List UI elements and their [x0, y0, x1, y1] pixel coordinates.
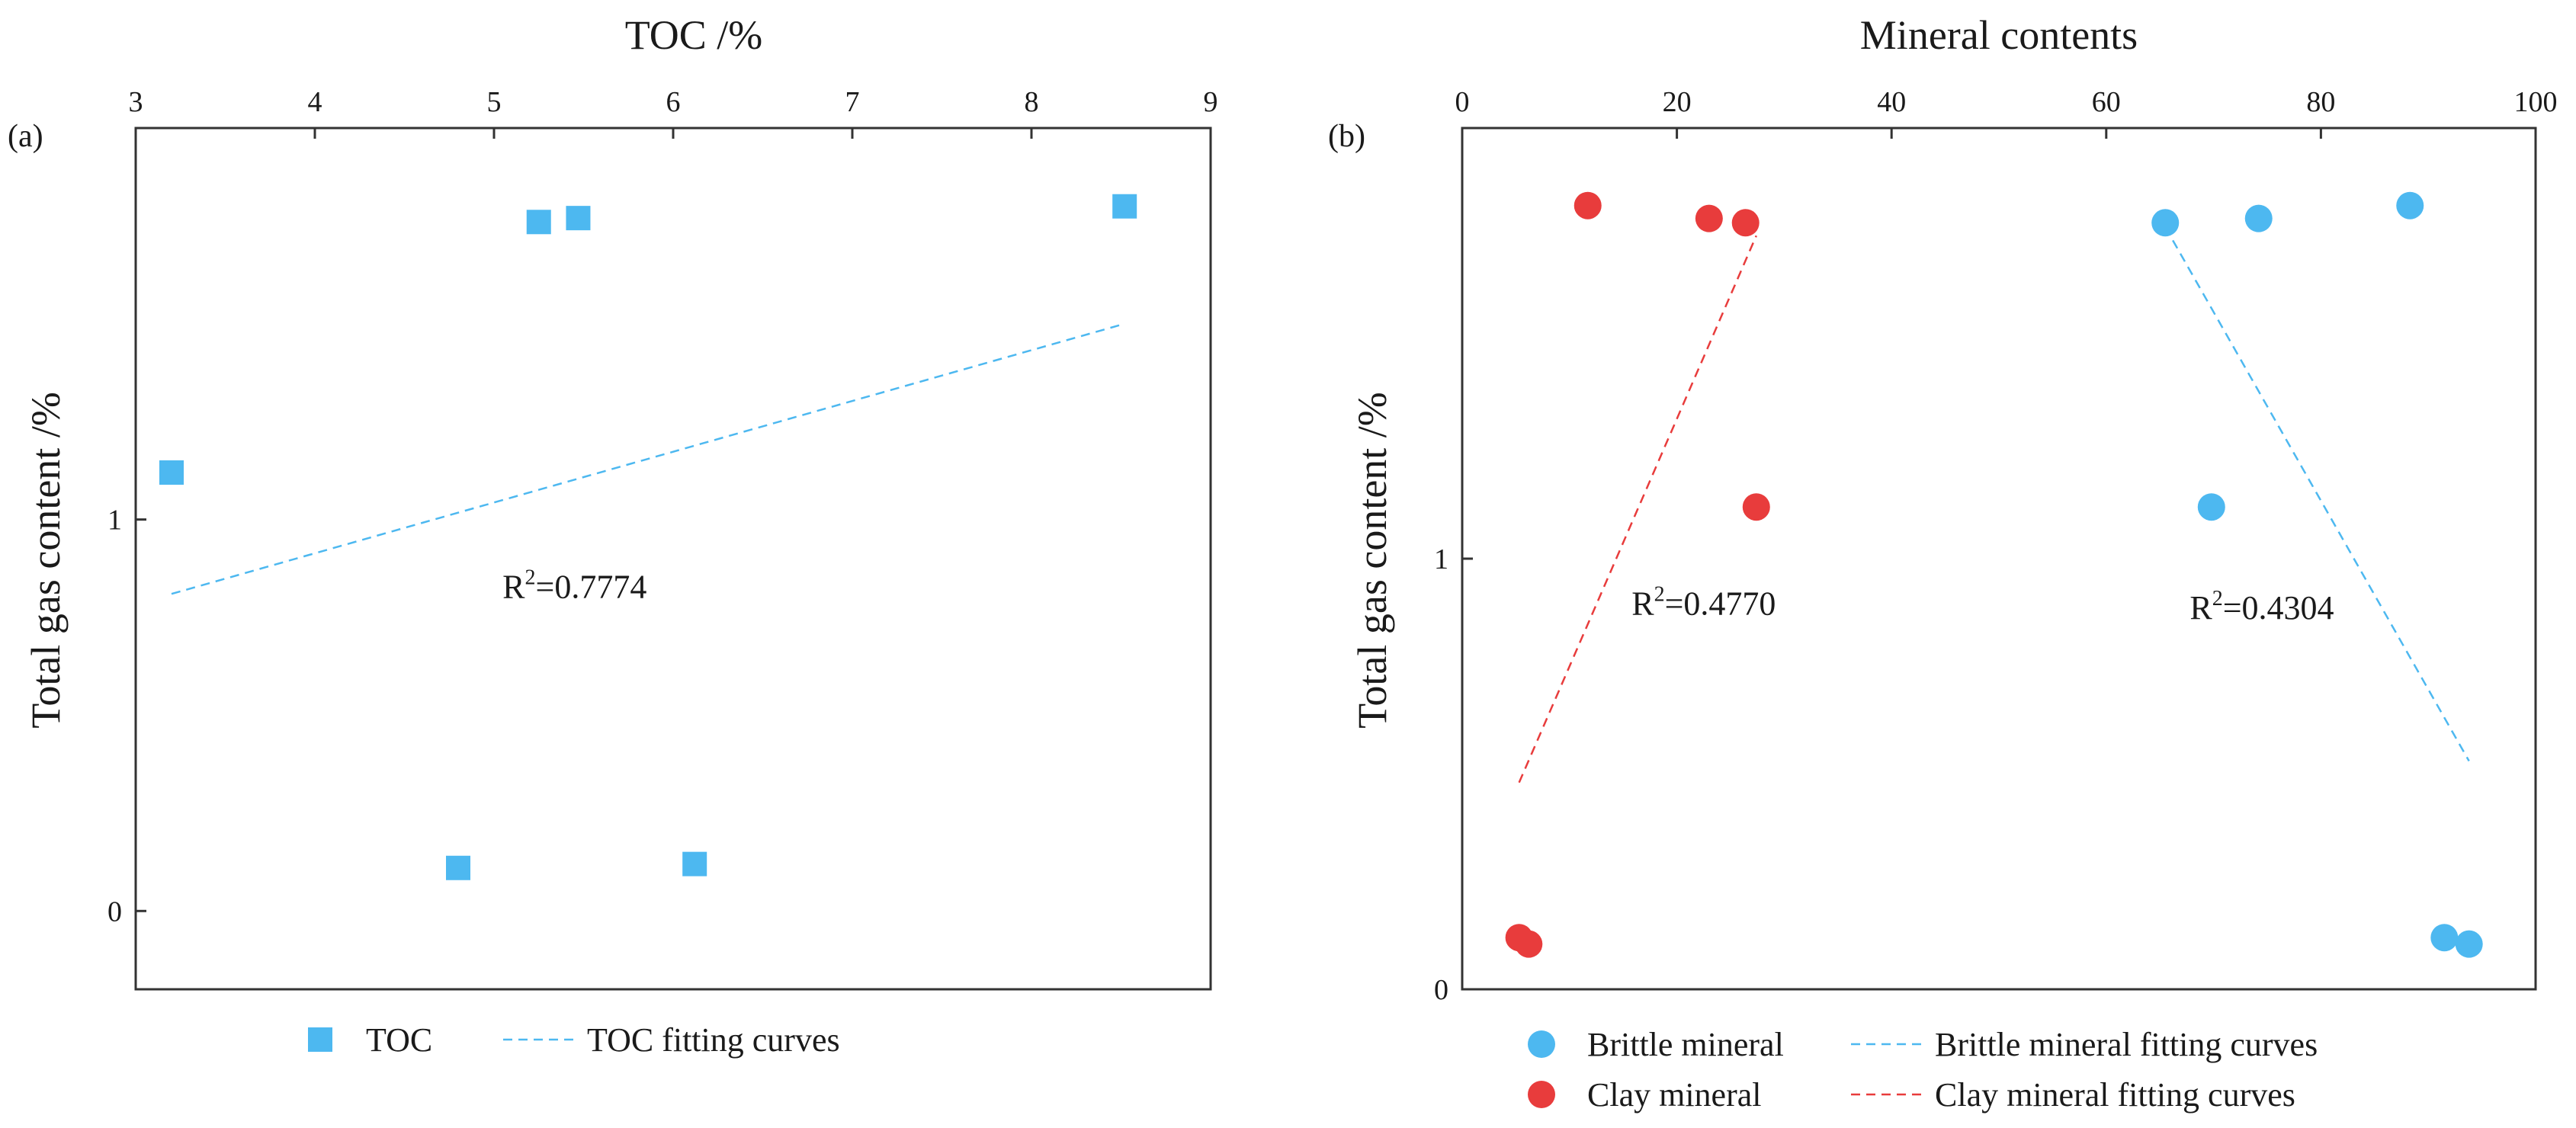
data-point-circle	[1731, 209, 1760, 237]
legend-label: TOC	[366, 1021, 432, 1059]
x-tick-label: 0	[1455, 86, 1470, 118]
r-value: =0.4770	[1665, 585, 1776, 622]
data-point-circle	[2455, 930, 2483, 958]
x-tick-label: 80	[2306, 86, 2335, 118]
panel-a-toc-chart: 3 4 5 6 7 8 9 0 1 TOC /% (a) Total gas content /% R2…	[8, 12, 1218, 1059]
r-value: =0.4304	[2223, 589, 2334, 626]
x-tick-label: 6	[666, 86, 681, 118]
r-squared-annotation: R2=0.4304	[2189, 587, 2334, 626]
r-squared-annotation: R2=0.7774	[502, 566, 646, 605]
x-tick-label: 3	[129, 86, 143, 118]
legend-swatch-circle	[1528, 1081, 1555, 1108]
fit-line	[1518, 235, 1757, 784]
r-superscript: 2	[2212, 587, 2223, 610]
data-point-circle	[1695, 204, 1723, 232]
data-point-circle	[2396, 191, 2424, 220]
data-point-square	[682, 851, 707, 876]
legend-swatch-square	[308, 1027, 332, 1052]
x-tick-label: 40	[1877, 86, 1906, 118]
r-letter: R	[2189, 589, 2212, 626]
panel-label: (a)	[8, 119, 43, 154]
data-point-square	[446, 855, 470, 880]
r-squared-annotation: R2=0.4770	[1631, 582, 1776, 622]
legend-label: Clay mineral fitting curves	[1935, 1076, 2295, 1114]
x-tick-label: 5	[487, 86, 502, 118]
x-axis-title: Mineral contents	[1860, 12, 2138, 58]
legend-label: TOC fitting curves	[587, 1021, 840, 1059]
r-superscript: 2	[1654, 582, 1665, 606]
fit-line	[2164, 226, 2470, 762]
y-axis-title: Total gas content /%	[23, 392, 69, 729]
r-value: =0.7774	[536, 568, 647, 605]
data-point-circle	[1742, 493, 1770, 521]
r-letter: R	[502, 568, 525, 605]
data-point-circle	[1515, 930, 1543, 958]
x-axis-title: TOC /%	[625, 12, 763, 58]
x-tick-label: 9	[1204, 86, 1218, 118]
data-point-circle	[2244, 204, 2273, 232]
data-point-circle	[2197, 493, 2225, 521]
legend-label: Brittle mineral fitting curves	[1935, 1026, 2318, 1063]
r-letter: R	[1631, 585, 1654, 622]
data-point-circle	[2151, 209, 2180, 237]
legend-label: Clay mineral	[1587, 1076, 1762, 1114]
plot-frame	[1461, 127, 2537, 991]
data-point-square	[159, 460, 184, 485]
x-tick-label: 4	[308, 86, 322, 118]
x-tick-label: 7	[845, 86, 860, 118]
x-tick-label: 60	[2092, 86, 2121, 118]
x-tick-label: 20	[1663, 86, 1692, 118]
legend-label: Brittle mineral	[1587, 1026, 1784, 1063]
r-superscript: 2	[525, 566, 536, 589]
y-tick-label: 1	[107, 505, 122, 537]
x-tick-label: 100	[2514, 86, 2558, 118]
x-tick-label: 8	[1025, 86, 1039, 118]
y-tick-label: 1	[1434, 543, 1448, 575]
fit-line	[171, 322, 1125, 595]
data-point-square	[1112, 194, 1137, 219]
y-tick-label: 0	[107, 896, 122, 928]
data-point-square	[566, 206, 591, 231]
y-axis-title: Total gas content /%	[1349, 392, 1395, 729]
legend-swatch-circle	[1528, 1030, 1555, 1058]
panel-label: (b)	[1328, 119, 1365, 154]
panel-b-mineral-chart: 0 20 40 60 80 100 0 1 Mineral contents (b) Total g…	[1328, 12, 2558, 1114]
data-point-circle	[1574, 191, 1602, 220]
y-tick-label: 0	[1434, 974, 1448, 1006]
data-point-square	[526, 210, 551, 235]
data-point-circle	[2430, 924, 2459, 952]
